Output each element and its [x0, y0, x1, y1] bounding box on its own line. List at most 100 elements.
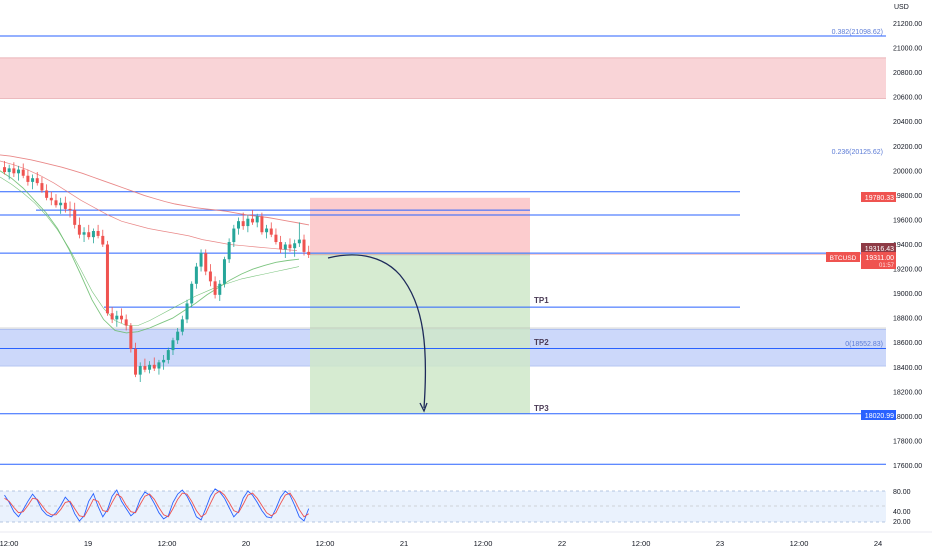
osc-tick-20: 20.00: [893, 519, 911, 526]
candle-30: [143, 366, 147, 370]
candle-65: [307, 251, 311, 255]
price-tag-bg: [861, 252, 896, 269]
time-tick-9: 23: [716, 539, 724, 548]
candle-35: [166, 350, 170, 360]
time-tick-6: 12:00: [474, 539, 493, 548]
stochastic-k-line: [4, 488, 310, 522]
candle-7: [35, 178, 39, 184]
candle-49: [232, 228, 236, 243]
candle-18: [87, 232, 91, 238]
tp2-label: TP2: [534, 338, 549, 347]
candle-27: [129, 325, 133, 349]
candle-38: [180, 319, 184, 332]
time-tick-7: 22: [558, 539, 566, 548]
fib-label-0382: 0.382(21098.62): [832, 29, 883, 36]
price-tick-18: 17600.00: [893, 463, 922, 470]
candle-0: [3, 167, 6, 173]
symbol-tag-bg: [826, 252, 860, 262]
candle-41: [194, 266, 198, 284]
price-tick-3: 20600.00: [893, 95, 922, 102]
candle-48: [227, 242, 231, 260]
price-tick-10: 19200.00: [893, 267, 922, 274]
fib-label-0236: 0.236(20125.62): [832, 149, 883, 156]
fib-label-0: 0(18552.83): [845, 341, 883, 348]
projection-arrow-path: [327, 254, 427, 409]
time-tick-8: 12:00: [632, 539, 651, 548]
tp3-tag-bg: [861, 410, 896, 420]
candle-21: [101, 235, 105, 245]
candle-16: [77, 224, 81, 235]
stop-level-tag: 19780.33: [865, 195, 894, 202]
moving-average-2: [0, 170, 300, 334]
moving-average-1: [0, 160, 298, 251]
price-tick-2: 20800.00: [893, 70, 922, 77]
candle-15: [73, 210, 77, 225]
resistance-zone: [0, 57, 886, 99]
moving-averages: [0, 154, 310, 334]
time-tick-11: 24: [874, 539, 882, 548]
projection-arrow-head: [419, 402, 428, 413]
candle-47: [222, 259, 226, 284]
candle-23: [110, 313, 114, 320]
tp3-label: TP3: [534, 404, 549, 413]
symbol-price-tag: 19311.00: [865, 255, 894, 262]
candle-33: [157, 362, 161, 369]
position-target-zone: [310, 253, 530, 414]
price-tick-15: 18200.00: [893, 389, 922, 396]
candle-64: [302, 239, 306, 252]
candle-1: [7, 168, 11, 173]
candle-45: [213, 281, 217, 295]
time-tick-2: 12:00: [158, 539, 177, 548]
candle-44: [208, 271, 212, 282]
candle-63: [297, 239, 301, 244]
candle-11: [54, 200, 58, 206]
candles-layer: [3, 161, 311, 383]
candle-46: [218, 283, 222, 295]
candle-8: [40, 183, 44, 191]
moving-average-3: [0, 176, 300, 326]
candle-59: [279, 242, 283, 250]
candle-4: [21, 169, 25, 176]
osc-tick-40: 40.00: [893, 509, 911, 516]
candle-43: [204, 253, 208, 272]
position-stop-zone: [310, 197, 530, 254]
candle-17: [82, 232, 86, 235]
candle-56: [265, 228, 269, 233]
candle-28: [134, 348, 138, 375]
candle-6: [31, 178, 35, 182]
price-axis[interactable]: USD 21200.00 21000.00 20800.00 20600.00 2040…: [893, 4, 922, 470]
osc-tick-80: 80.00: [893, 489, 911, 496]
candle-31: [148, 364, 152, 370]
candle-58: [274, 234, 278, 243]
price-tick-5: 20200.00: [893, 144, 922, 151]
price-tick-6: 20000.00: [893, 168, 922, 175]
price-tick-11: 19000.00: [893, 291, 922, 298]
candle-53: [251, 218, 255, 223]
candle-22: [105, 244, 109, 314]
price-tick-1: 21000.00: [893, 46, 922, 53]
candle-34: [162, 359, 166, 363]
candle-29: [138, 366, 142, 375]
candle-13: [63, 202, 67, 209]
candle-36: [171, 340, 175, 351]
time-axis[interactable]: 12:00 19 12:00 20 12:00 21 12:00 22 12:00 23 12:00…: [0, 531, 932, 548]
candle-12: [59, 202, 63, 206]
candle-62: [293, 243, 297, 249]
price-tick-17: 17800.00: [893, 438, 922, 445]
price-tick-7: 19800.00: [893, 193, 922, 200]
levels-layer: [0, 35, 886, 465]
price-tick-8: 19600.00: [893, 217, 922, 224]
candle-50: [237, 221, 240, 229]
projection-arrow: [327, 254, 428, 413]
price-tick-9: 19400.00: [893, 242, 922, 249]
candle-57: [269, 228, 273, 235]
candle-10: [49, 197, 53, 201]
time-tick-0: 12:00: [0, 539, 18, 548]
price-tick-13: 18600.00: [893, 340, 922, 347]
candle-40: [190, 283, 194, 304]
symbol-tag: BTCUSD: [830, 255, 857, 262]
price-tick-4: 20400.00: [893, 119, 922, 126]
candle-24: [115, 315, 119, 320]
